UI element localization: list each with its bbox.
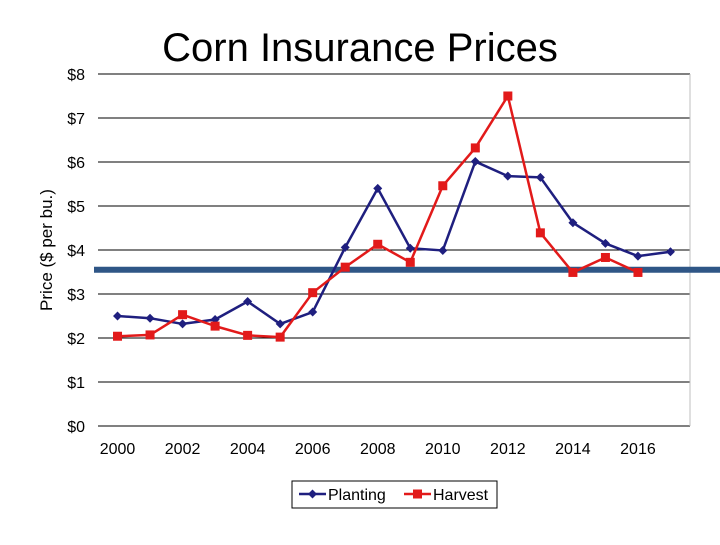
series-line: [117, 94, 639, 339]
data-point: [113, 311, 123, 321]
data-point: [178, 319, 188, 329]
x-tick-label: 2006: [295, 441, 331, 458]
legend-label: Harvest: [433, 487, 489, 504]
data-point: [503, 171, 513, 181]
y-tick-label: $7: [67, 111, 85, 128]
data-point: [633, 267, 643, 277]
x-tick-label: 2014: [555, 441, 591, 458]
legend: Planting Harvest: [291, 480, 498, 509]
data-point: [568, 218, 578, 228]
data-point: [308, 489, 317, 499]
data-point: [600, 238, 610, 248]
y-tick-label: $4: [67, 243, 85, 260]
y-tick-label: $8: [67, 67, 85, 84]
y-tick-label: $6: [67, 155, 85, 172]
data-point: [665, 247, 675, 257]
legend-item-planting: Planting: [299, 487, 386, 504]
x-tick-label: 2010: [425, 441, 461, 458]
y-tick-label: $0: [67, 419, 85, 436]
y-tick-label: $3: [67, 287, 85, 304]
data-point: [413, 489, 422, 499]
data-point: [373, 239, 383, 249]
data-point: [600, 252, 610, 262]
series-line: [117, 160, 671, 326]
x-tick-label: 2000: [100, 441, 136, 458]
y-axis-label: Price ($ per bu.): [37, 189, 56, 311]
data-point: [535, 228, 545, 238]
x-tick-label: 2012: [490, 441, 526, 458]
x-tick-label: 2002: [165, 441, 201, 458]
data-point: [438, 181, 448, 191]
data-point: [308, 307, 318, 317]
legend-box: [291, 480, 498, 509]
data-point: [243, 296, 253, 306]
data-point: [145, 313, 155, 323]
data-point: [373, 183, 383, 193]
data-point: [113, 331, 123, 341]
data-point: [340, 242, 350, 252]
y-tick-label: $2: [67, 331, 85, 348]
x-tick-label: 2004: [230, 441, 266, 458]
data-point: [275, 319, 285, 329]
y-tick-label: $5: [67, 199, 85, 216]
data-point: [470, 143, 480, 153]
data-point: [470, 157, 480, 167]
chart-title: Corn Insurance Prices: [162, 26, 558, 70]
data-point: [178, 310, 188, 320]
series-harvest: [113, 91, 643, 342]
legend-label: Planting: [328, 487, 386, 504]
data-point: [633, 251, 643, 261]
legend-item-harvest: Harvest: [404, 487, 489, 504]
data-point: [568, 267, 578, 277]
data-point: [405, 257, 415, 267]
data-point: [243, 330, 253, 340]
data-point: [405, 243, 415, 253]
x-tick-label: 2016: [620, 441, 656, 458]
data-point: [145, 330, 155, 340]
data-point: [340, 262, 350, 272]
data-point: [210, 321, 220, 331]
x-tick-label: 2008: [360, 441, 396, 458]
y-tick-label: $1: [67, 375, 85, 392]
series-planting: [113, 157, 675, 329]
data-point: [308, 288, 318, 298]
data-point: [503, 91, 513, 101]
data-point: [438, 245, 448, 255]
data-point: [535, 172, 545, 182]
data-point: [275, 332, 285, 342]
